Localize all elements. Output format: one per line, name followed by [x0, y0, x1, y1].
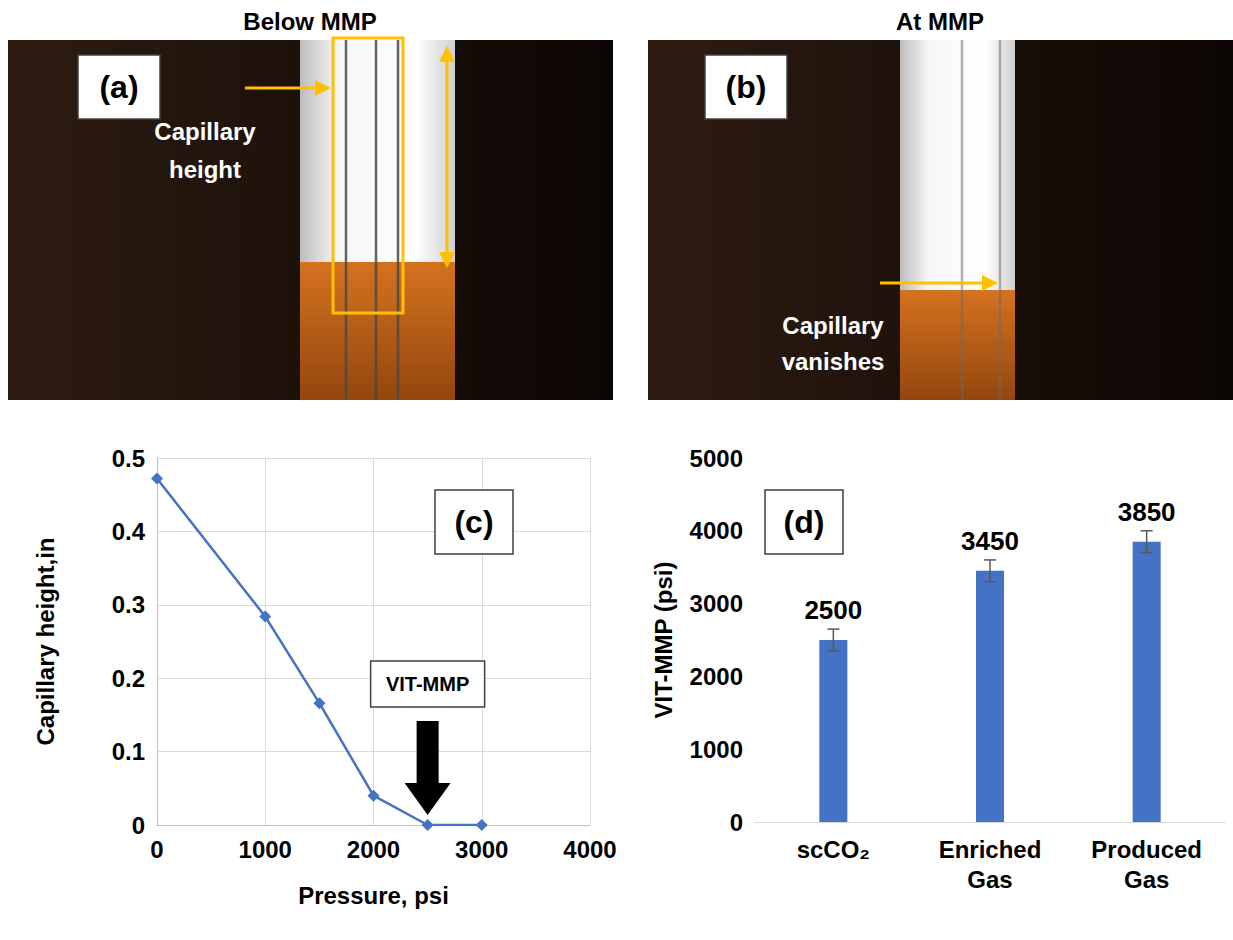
svg-text:3450: 3450 [961, 526, 1019, 556]
svg-text:0.3: 0.3 [112, 591, 145, 618]
svg-text:2000: 2000 [347, 836, 400, 863]
svg-text:0.1: 0.1 [112, 738, 145, 765]
svg-text:vanishes: vanishes [782, 348, 885, 375]
svg-text:0.4: 0.4 [112, 518, 146, 545]
svg-text:0.5: 0.5 [112, 445, 145, 472]
svg-text:Pressure, psi: Pressure, psi [298, 882, 449, 909]
svg-text:2500: 2500 [804, 595, 862, 625]
svg-text:Capillary: Capillary [782, 312, 884, 339]
svg-text:scCO₂: scCO₂ [797, 836, 870, 863]
svg-text:Capillary: Capillary [154, 118, 256, 145]
svg-text:3000: 3000 [455, 836, 508, 863]
svg-text:2000: 2000 [690, 663, 743, 690]
svg-text:height: height [169, 156, 241, 183]
svg-text:3000: 3000 [690, 590, 743, 617]
svg-text:0: 0 [132, 812, 145, 839]
svg-text:(a): (a) [99, 69, 138, 105]
svg-text:VIT-MMP (psi): VIT-MMP (psi) [650, 562, 677, 719]
svg-text:Enriched: Enriched [939, 836, 1042, 863]
svg-text:Gas: Gas [1124, 866, 1169, 893]
svg-text:Capillary height,in: Capillary height,in [32, 537, 59, 745]
svg-text:0: 0 [150, 836, 163, 863]
svg-text:1000: 1000 [690, 736, 743, 763]
svg-text:0.2: 0.2 [112, 665, 145, 692]
svg-text:Below MMP: Below MMP [243, 8, 376, 35]
svg-text:(b): (b) [726, 69, 767, 105]
svg-text:VIT-MMP: VIT-MMP [386, 673, 469, 695]
svg-text:3850: 3850 [1118, 497, 1176, 527]
svg-text:0: 0 [730, 809, 743, 836]
svg-text:At MMP: At MMP [896, 8, 984, 35]
svg-text:Produced: Produced [1091, 836, 1202, 863]
svg-text:(c): (c) [454, 504, 493, 540]
svg-text:Gas: Gas [967, 866, 1012, 893]
svg-text:5000: 5000 [690, 445, 743, 472]
svg-text:1000: 1000 [239, 836, 292, 863]
svg-text:4000: 4000 [690, 517, 743, 544]
svg-text:(d): (d) [784, 504, 825, 540]
svg-text:4000: 4000 [563, 836, 616, 863]
